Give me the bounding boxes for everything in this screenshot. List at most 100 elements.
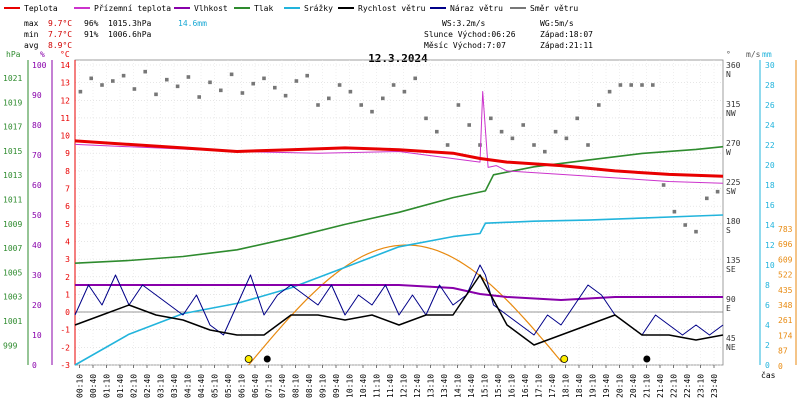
x-tick-label: 16:10 bbox=[508, 374, 517, 398]
x-tick-label: 18:40 bbox=[575, 374, 584, 398]
stats-temp: 8.9°C bbox=[48, 41, 72, 50]
ms-axis-title: m/s bbox=[746, 50, 761, 59]
moonset-info: Západ:21:11 bbox=[540, 41, 593, 50]
x-tick-label: 23:40 bbox=[710, 374, 719, 398]
wind-speed-info: WS:3.2m/s bbox=[442, 19, 486, 28]
degc-tick-label: -2 bbox=[60, 343, 70, 352]
wind-direction-point bbox=[499, 129, 504, 134]
x-tick-label: 02:40 bbox=[143, 374, 152, 398]
stats-label: min bbox=[24, 30, 39, 39]
ms-tick-label: 26 bbox=[765, 101, 775, 110]
pct-tick-label: 60 bbox=[32, 181, 42, 190]
x-tick-label: 12:40 bbox=[413, 374, 422, 398]
legend-label: Přízemní teplota bbox=[94, 4, 171, 13]
mm-tick-label: 87 bbox=[778, 347, 788, 356]
wind-direction-point bbox=[543, 149, 547, 154]
degc-axis-title: °C bbox=[60, 50, 70, 59]
degc-tick-label: 9 bbox=[65, 149, 70, 158]
stats-humidity: 91% bbox=[84, 30, 99, 39]
mm-tick-label: 261 bbox=[778, 316, 793, 325]
rain-line bbox=[74, 214, 724, 366]
wind-direction-point bbox=[564, 136, 569, 141]
wind-direction-point bbox=[597, 103, 601, 107]
moonset-marker bbox=[643, 355, 651, 363]
hpa-tick-label: 1017 bbox=[3, 123, 22, 132]
degc-tick-label: 1 bbox=[65, 290, 70, 299]
x-tick-label: 20:10 bbox=[616, 374, 625, 398]
ms-tick-label: 30 bbox=[765, 61, 775, 70]
mm-tick-label: 609 bbox=[778, 255, 793, 264]
pct-tick-label: 90 bbox=[32, 91, 42, 100]
wind-direction-point bbox=[532, 143, 536, 147]
hpa-tick-label: 1007 bbox=[3, 244, 22, 253]
x-tick-label: 01:10 bbox=[103, 374, 112, 398]
pct-tick-label: 70 bbox=[32, 151, 42, 160]
ms-tick-label: 6 bbox=[765, 301, 770, 310]
x-tick-label: 19:40 bbox=[602, 374, 611, 398]
stats-temp: 9.7°C bbox=[48, 19, 72, 28]
degc-tick-label: 3 bbox=[65, 255, 70, 264]
series-marks bbox=[74, 69, 724, 366]
degc-tick-label: 13 bbox=[60, 79, 70, 88]
dir-compass-label: S bbox=[726, 226, 731, 235]
legend-label: Rychlost větru bbox=[358, 4, 426, 13]
x-tick-label: 07:40 bbox=[278, 374, 287, 398]
pct-tick-label: 80 bbox=[32, 121, 42, 130]
wind-direction-point bbox=[348, 89, 353, 94]
wind-direction-point bbox=[456, 103, 461, 107]
ms-tick-label: 10 bbox=[765, 261, 775, 270]
wind-direction-point bbox=[467, 123, 471, 127]
x-tick-label: 22:10 bbox=[670, 374, 679, 398]
degc-tick-label: 11 bbox=[60, 114, 70, 123]
wind-gust-info: WG:5m/s bbox=[540, 19, 574, 28]
wind-direction-point bbox=[705, 196, 709, 201]
x-tick-label: 03:40 bbox=[170, 374, 179, 398]
wind-direction-point bbox=[240, 91, 245, 95]
hpa-tick-label: 1001 bbox=[3, 317, 22, 326]
wind-direction-point bbox=[478, 143, 482, 147]
wind-direction-point bbox=[143, 69, 147, 74]
temperature-line bbox=[74, 139, 724, 178]
wind-direction-point bbox=[661, 183, 666, 187]
stats-block: max 9.7°C 96% 1015.3hPa 14.6mm min 7.7°C 91% 100… bbox=[24, 19, 207, 50]
ms-tick-label: 22 bbox=[765, 141, 775, 150]
x-tick-label: 11:10 bbox=[373, 374, 382, 398]
wind-direction-point bbox=[197, 95, 201, 99]
pct-tick-label: 0 bbox=[32, 361, 37, 370]
x-tick-label: 11:40 bbox=[386, 374, 395, 398]
degc-tick-label: -3 bbox=[60, 361, 70, 370]
wind-direction-point bbox=[175, 84, 180, 89]
ms-tick-label: 18 bbox=[765, 181, 775, 190]
x-tick-label: 23:10 bbox=[697, 374, 706, 398]
wind-direction-point bbox=[294, 79, 299, 83]
hpa-tick-label: 1021 bbox=[3, 74, 22, 83]
wind-direction-point bbox=[229, 72, 234, 77]
wind-direction-point bbox=[337, 83, 342, 87]
astro-info-block: WS:3.2m/s WG:5m/s Slunce Východ:06:26 Západ… bbox=[424, 19, 593, 50]
wind-direction-point bbox=[672, 209, 677, 214]
dir-compass-label: W bbox=[726, 148, 731, 157]
humidity-line bbox=[75, 284, 723, 301]
wind-direction-point bbox=[489, 116, 493, 121]
dir-tick-label: 225 bbox=[726, 178, 741, 187]
ms-tick-label: 28 bbox=[765, 81, 775, 90]
ms-tick-label: 4 bbox=[765, 321, 770, 330]
ms-tick-label: 12 bbox=[765, 241, 775, 250]
stats-pressure: 1006.6hPa bbox=[108, 30, 152, 39]
sunrise-marker bbox=[244, 355, 253, 363]
legend-label: Srážky bbox=[304, 4, 333, 13]
dir-tick-label: 315 bbox=[726, 100, 741, 109]
wind-direction-point bbox=[370, 109, 374, 114]
moonrise-info: Měsíc Východ:7:07 bbox=[424, 41, 506, 50]
x-tick-label: 03:10 bbox=[157, 374, 166, 398]
degc-tick-label: -1 bbox=[60, 326, 70, 335]
ms-tick-label: 24 bbox=[765, 121, 775, 130]
pct-tick-label: 30 bbox=[32, 271, 42, 280]
x-tick-label: 14:40 bbox=[467, 374, 476, 398]
x-tick-label: 12:10 bbox=[400, 374, 409, 398]
x-tick-label: 10:40 bbox=[359, 374, 368, 398]
dir-compass-label: NW bbox=[726, 109, 736, 118]
x-tick-label: 15:10 bbox=[481, 374, 490, 398]
dir-tick-label: 45 bbox=[726, 334, 736, 343]
hpa-tick-label: 1019 bbox=[3, 98, 22, 107]
